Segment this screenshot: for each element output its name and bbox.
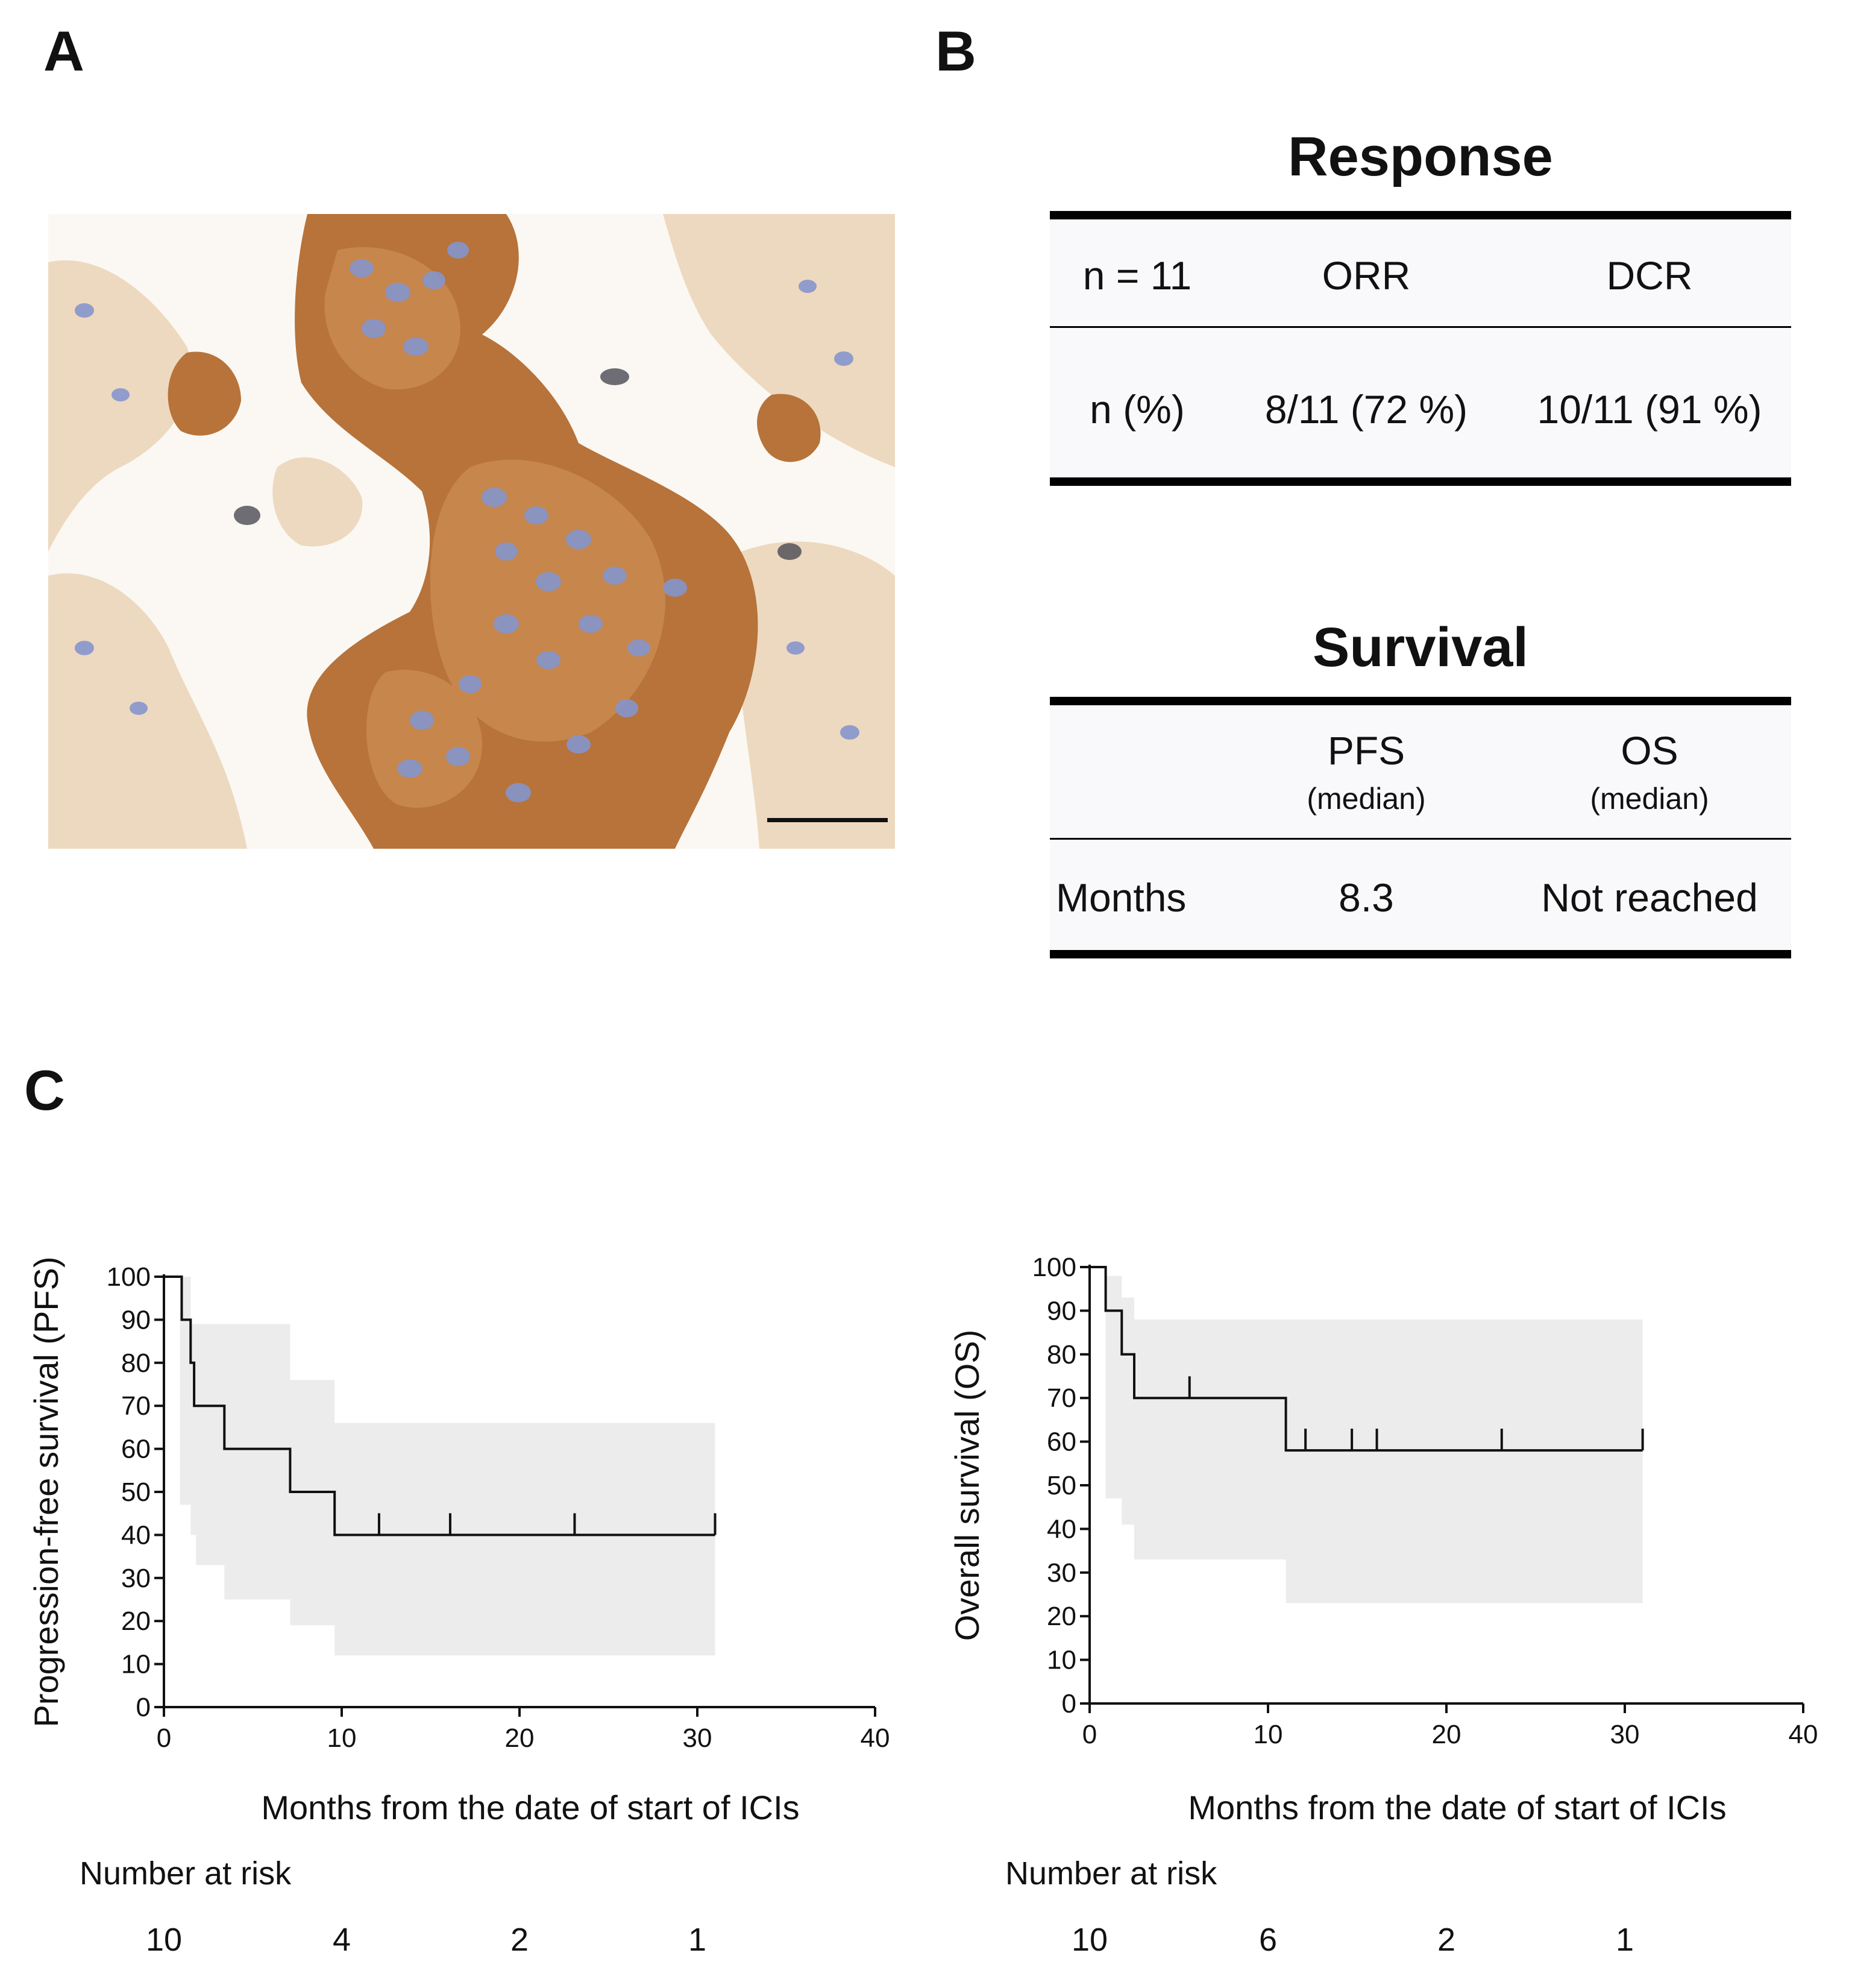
pfs-y-tick-label: 90	[121, 1305, 151, 1335]
pfs-y-tick-label: 80	[121, 1348, 151, 1378]
survival-header-pfs: PFS	[1327, 728, 1405, 773]
os-x-tick-label: 0	[1082, 1720, 1097, 1749]
os-x-tick-label: 20	[1432, 1720, 1461, 1749]
os-number-at-risk-value: 2	[1437, 1922, 1455, 1958]
os-y-tick-label: 10	[1047, 1646, 1076, 1675]
pfs-number-at-risk-value: 4	[333, 1922, 351, 1958]
pfs-x-tick-label: 20	[505, 1723, 535, 1753]
panel-letter-b: B	[935, 19, 976, 83]
response-dcr-value: 10/11 (91 %)	[1537, 387, 1762, 432]
survival-mid-rule	[1050, 838, 1791, 840]
pfs-number-at-risk-value: 1	[688, 1922, 706, 1958]
os-survival-curve	[1090, 1266, 1643, 1452]
pfs-y-tick-label: 60	[121, 1435, 151, 1464]
response-header-dcr: DCR	[1606, 253, 1693, 298]
survival-subheader-os: (median)	[1590, 782, 1709, 816]
pfs-chart: 0 10 20 30 40 50 60 70 80 90 100 0 10 20 30 40 Progressi…	[27, 1256, 890, 1958]
response-bottom-rule	[1050, 477, 1791, 486]
os-x-axis-label: Months from the date of start of ICIs	[1188, 1788, 1726, 1826]
response-header-orr: ORR	[1322, 253, 1411, 298]
os-y-tick-label: 20	[1047, 1602, 1076, 1631]
response-top-rule	[1050, 211, 1791, 219]
os-x-tick-label: 40	[1789, 1720, 1818, 1749]
os-y-tick-label: 90	[1047, 1296, 1076, 1326]
os-number-at-risk-value: 10	[1072, 1922, 1108, 1958]
survival-header-os: OS	[1621, 728, 1678, 773]
response-table-title: Response	[1288, 126, 1553, 187]
pfs-y-tick-label: 70	[121, 1391, 151, 1421]
os-y-tick-label: 100	[1032, 1253, 1076, 1282]
os-y-tick-label: 30	[1047, 1558, 1076, 1588]
pfs-y-tick-label: 0	[136, 1693, 151, 1722]
os-x-tick-label: 10	[1254, 1720, 1283, 1749]
survival-pfs-value: 8.3	[1339, 875, 1394, 920]
pfs-y-tick-label: 40	[121, 1520, 151, 1550]
os-y-tick-label: 70	[1047, 1383, 1076, 1413]
pfs-x-axis-label: Months from the date of start of ICIs	[261, 1788, 799, 1826]
pfs-y-tick-label: 100	[107, 1262, 151, 1292]
survival-table-title: Survival	[1313, 617, 1528, 678]
pfs-x-tick-label: 10	[327, 1723, 357, 1753]
pfs-y-tick-label: 10	[121, 1650, 151, 1679]
panel-letter-c: C	[24, 1058, 65, 1122]
os-y-axis-label: Overall survival (OS)	[948, 1330, 986, 1641]
pfs-y-tick-label: 50	[121, 1477, 151, 1507]
pfs-y-tick-label: 20	[121, 1606, 151, 1636]
pfs-x-tick-label: 30	[683, 1723, 712, 1753]
pfs-x-tick-label: 0	[157, 1723, 171, 1753]
os-y-tick-label: 50	[1047, 1471, 1076, 1500]
pfs-y-axis-label: Progression-free survival (PFS)	[27, 1256, 65, 1727]
pfs-x-tick-label: 40	[861, 1723, 890, 1753]
survival-subheader-pfs: (median)	[1307, 782, 1426, 816]
response-table	[1050, 214, 1791, 484]
os-chart: 0 10 20 30 40 50 60 70 80 90 100 0 10 20 30 40 Overall s…	[948, 1253, 1818, 1958]
os-x-tick-label: 30	[1610, 1720, 1640, 1749]
survival-table	[1050, 703, 1791, 956]
survival-row-label: Months	[1056, 875, 1187, 920]
response-orr-value: 8/11 (72 %)	[1264, 387, 1468, 432]
os-number-at-risk-value: 6	[1259, 1922, 1277, 1958]
os-y-tick-label: 0	[1062, 1689, 1076, 1719]
os-confidence-band	[1105, 1276, 1643, 1603]
survival-os-value: Not reached	[1541, 875, 1758, 920]
os-y-tick-label: 60	[1047, 1427, 1076, 1457]
pfs-number-at-risk-value: 2	[510, 1922, 529, 1958]
pfs-number-at-risk-value: 10	[146, 1922, 182, 1958]
response-header-n: n = 11	[1082, 253, 1192, 298]
response-row-label: n (%)	[1090, 387, 1185, 432]
pfs-confidence-band	[180, 1277, 715, 1656]
panel-letter-a: A	[43, 19, 84, 83]
histology-micrograph	[48, 214, 895, 849]
survival-bottom-rule	[1050, 950, 1791, 958]
os-number-at-risk-label: Number at risk	[1005, 1855, 1217, 1892]
response-mid-rule	[1050, 326, 1791, 328]
os-number-at-risk-value: 1	[1616, 1922, 1634, 1958]
pfs-survival-curve	[164, 1276, 715, 1537]
pfs-y-tick-label: 30	[121, 1564, 151, 1593]
pfs-number-at-risk-label: Number at risk	[80, 1855, 292, 1892]
survival-top-rule	[1050, 697, 1791, 705]
os-y-tick-label: 80	[1047, 1340, 1076, 1370]
os-y-tick-label: 40	[1047, 1514, 1076, 1544]
